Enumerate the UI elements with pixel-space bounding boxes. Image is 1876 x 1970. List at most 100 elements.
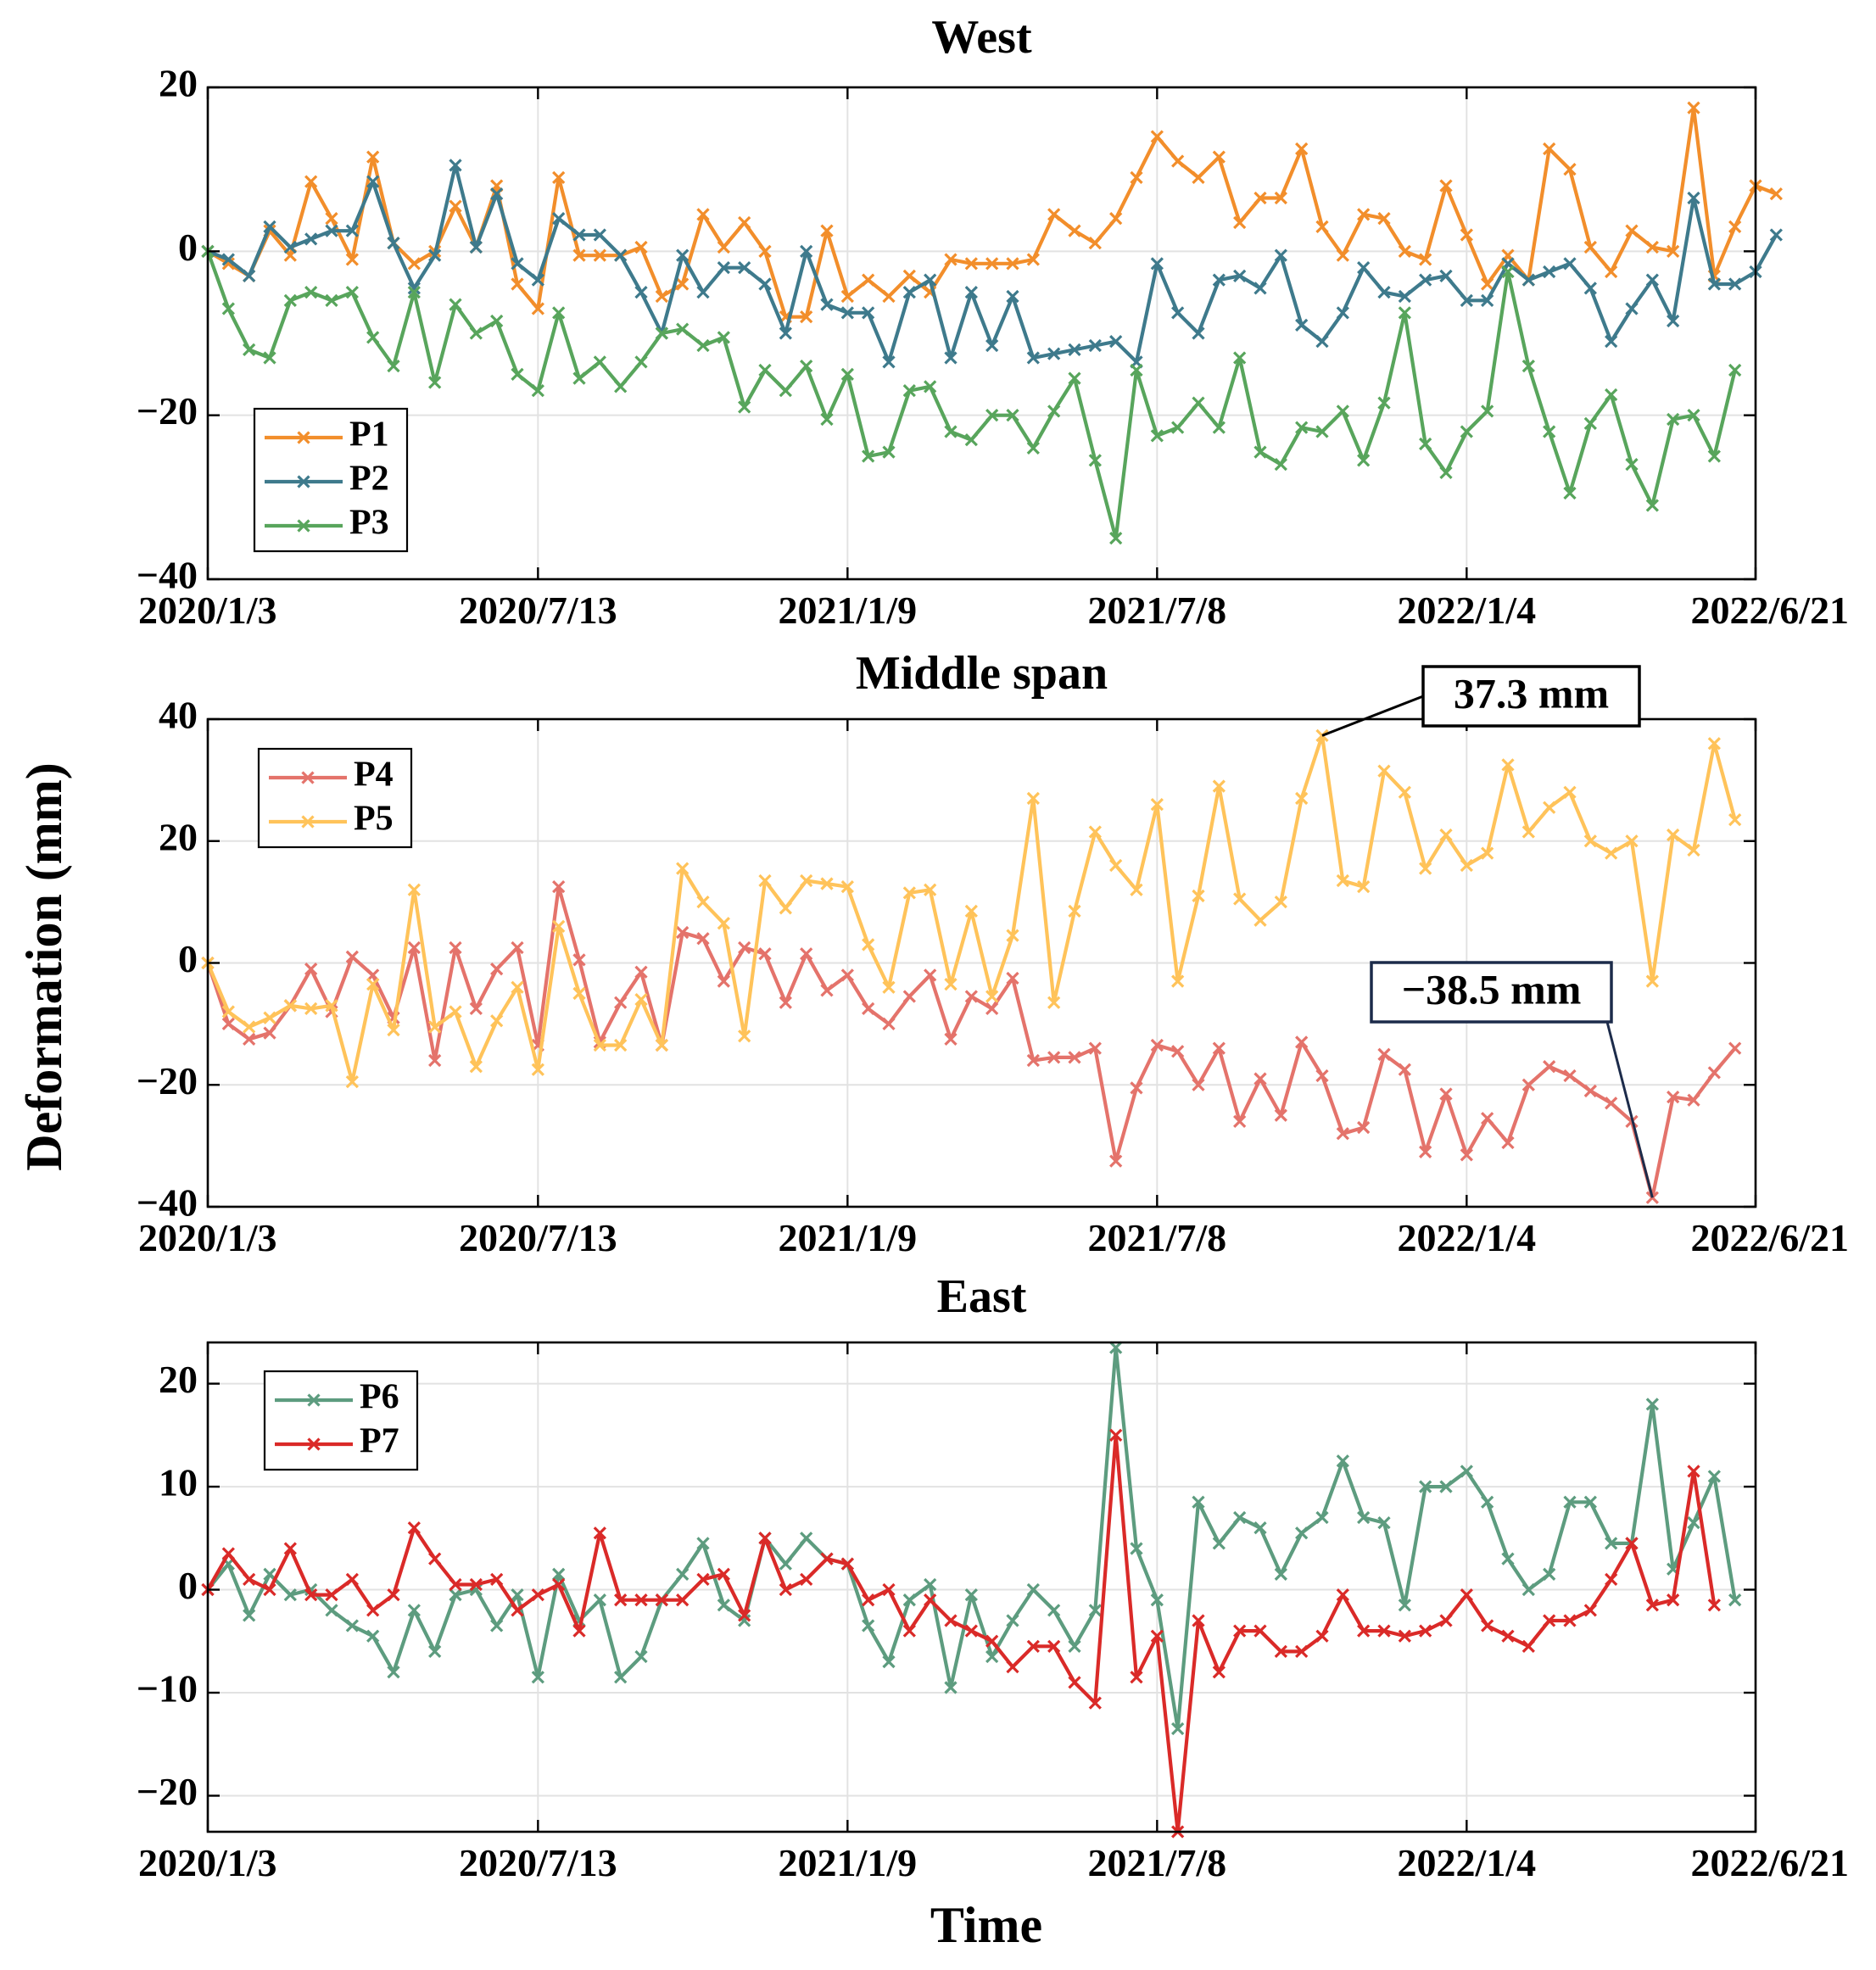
data-point xyxy=(1171,974,1185,988)
data-point xyxy=(758,244,772,258)
y-axis-label: Deformation (mm) xyxy=(16,762,72,1171)
data-point xyxy=(1460,425,1473,438)
data-point xyxy=(1006,929,1019,942)
data-point xyxy=(738,1030,751,1043)
data-point xyxy=(738,1614,751,1627)
data-point xyxy=(1543,1567,1556,1581)
data-point xyxy=(1583,416,1597,430)
data-point xyxy=(1171,1722,1185,1736)
data-point xyxy=(221,1005,235,1018)
data-point xyxy=(1645,974,1659,988)
panel-title-middle-span: Middle span xyxy=(856,647,1108,700)
data-point xyxy=(1006,1614,1019,1627)
data-point xyxy=(882,1655,896,1669)
data-point xyxy=(243,1032,256,1046)
data-point xyxy=(325,999,338,1013)
data-point xyxy=(1233,215,1247,230)
data-point xyxy=(634,1649,648,1664)
data-point xyxy=(1233,1624,1247,1638)
data-point xyxy=(1481,1495,1494,1509)
data-point xyxy=(676,1567,690,1581)
data-point xyxy=(1419,273,1432,287)
data-point xyxy=(614,1593,628,1607)
data-point xyxy=(345,253,359,266)
annotation-text: −38.5 mm xyxy=(1402,965,1582,1013)
data-point xyxy=(1150,1038,1164,1052)
data-point xyxy=(407,286,421,299)
data-point xyxy=(1150,797,1164,812)
data-point xyxy=(345,286,359,299)
data-point xyxy=(1192,326,1205,340)
data-point xyxy=(572,228,586,242)
data-point xyxy=(1377,1515,1391,1530)
y-tick-label: −40 xyxy=(137,1181,198,1225)
data-point xyxy=(1419,1145,1432,1158)
data-point xyxy=(1645,240,1659,254)
data-point xyxy=(263,1026,276,1040)
data-point xyxy=(862,273,875,287)
data-point xyxy=(1521,273,1535,287)
x-tick-label: 2021/1/9 xyxy=(779,1841,918,1884)
legend-label-p5: P5 xyxy=(354,800,394,839)
data-point xyxy=(407,940,421,955)
data-point xyxy=(676,322,690,336)
data-point xyxy=(1336,248,1349,262)
data-point xyxy=(634,355,648,369)
data-point xyxy=(1336,1127,1349,1141)
data-point xyxy=(221,1547,235,1560)
data-point xyxy=(614,380,628,393)
data-point xyxy=(985,338,999,353)
data-point xyxy=(1398,785,1411,799)
data-point xyxy=(964,286,978,299)
data-point xyxy=(304,963,318,976)
data-point xyxy=(1336,873,1349,888)
data-point xyxy=(696,338,710,353)
data-point xyxy=(1481,1112,1494,1125)
x-tick-label: 2022/1/4 xyxy=(1398,1841,1537,1884)
data-point xyxy=(1419,1480,1432,1493)
data-point xyxy=(531,302,544,315)
data-point xyxy=(1026,1582,1040,1597)
data-point xyxy=(800,244,813,258)
data-point xyxy=(1026,441,1040,455)
data-point xyxy=(469,240,483,254)
data-point xyxy=(1543,142,1556,156)
data-point xyxy=(1315,1629,1329,1643)
data-point xyxy=(1295,142,1309,156)
data-point xyxy=(1047,1604,1061,1617)
data-point xyxy=(1130,883,1143,896)
data-point xyxy=(944,425,958,438)
data-point xyxy=(1563,1069,1577,1083)
data-point xyxy=(1460,228,1473,242)
data-point xyxy=(366,1629,380,1643)
data-point xyxy=(428,376,442,389)
y-tick-label: 0 xyxy=(178,937,198,980)
legend-marker xyxy=(301,815,315,829)
data-point xyxy=(1233,1114,1247,1129)
data-point xyxy=(1150,1629,1164,1643)
data-point xyxy=(366,1604,380,1617)
data-point xyxy=(1088,1041,1102,1055)
data-point xyxy=(1315,1510,1329,1525)
data-point xyxy=(325,293,338,307)
data-point xyxy=(1088,1604,1102,1617)
data-point xyxy=(800,1532,813,1545)
data-point xyxy=(1295,791,1309,806)
data-point xyxy=(1068,224,1081,237)
data-point xyxy=(614,1671,628,1684)
data-point xyxy=(221,1017,235,1031)
data-point xyxy=(758,277,772,291)
data-point xyxy=(469,1060,483,1074)
data-point xyxy=(490,963,504,976)
data-point xyxy=(1625,302,1639,315)
data-point xyxy=(1192,1078,1205,1091)
data-point xyxy=(1109,335,1123,349)
data-point xyxy=(1460,293,1473,307)
data-point xyxy=(1233,892,1247,906)
data-point xyxy=(1109,212,1123,226)
data-point xyxy=(1521,1078,1535,1091)
y-tick-label: −40 xyxy=(137,554,198,597)
data-point xyxy=(1068,1051,1081,1064)
data-point xyxy=(1336,405,1349,418)
